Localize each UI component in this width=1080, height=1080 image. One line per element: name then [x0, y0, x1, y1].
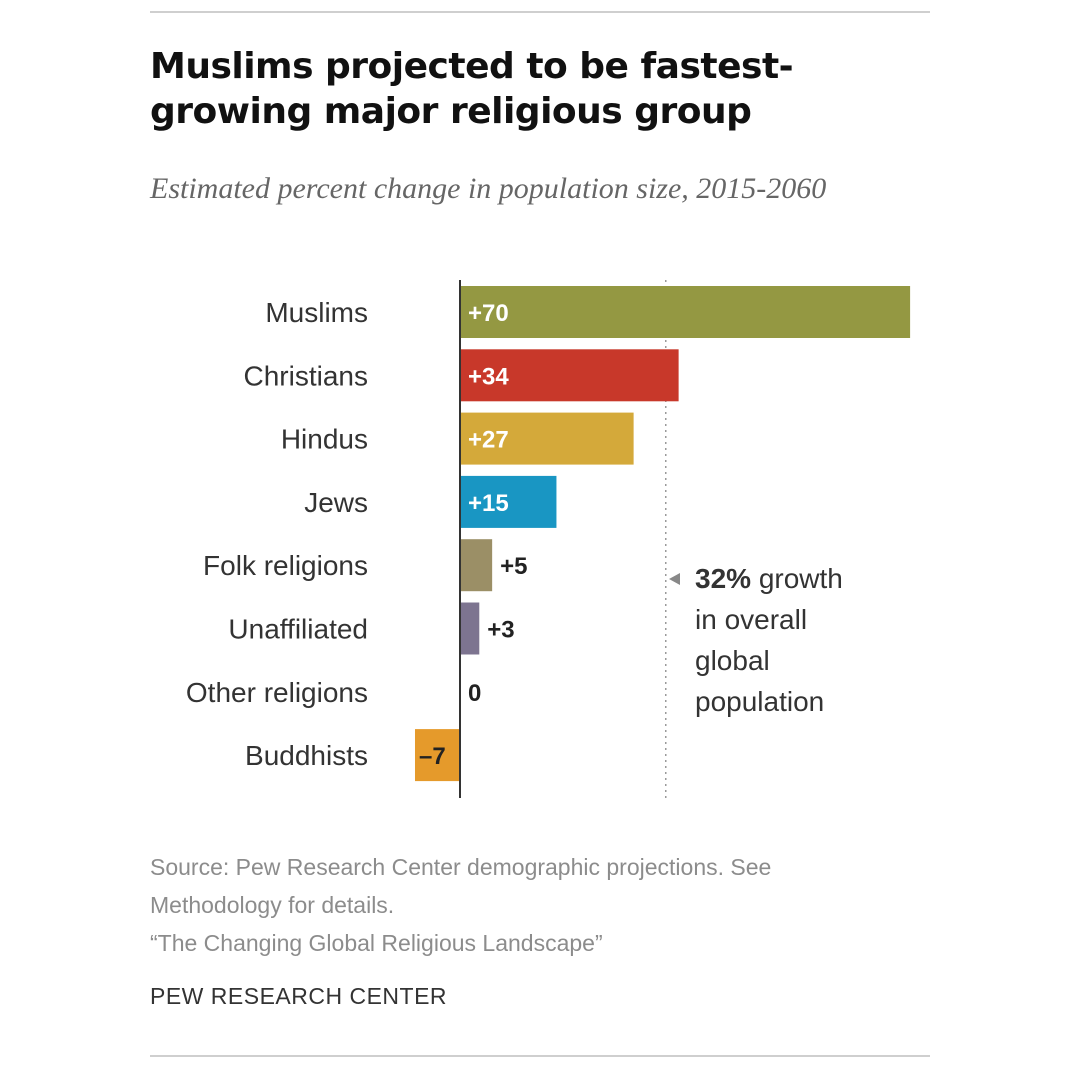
source-line-2: Methodology for details. — [150, 892, 395, 918]
category-label-folk-religions: Folk religions — [203, 550, 368, 581]
chart-subtitle: Estimated percent change in population s… — [150, 172, 827, 205]
annotation-arrow-icon — [669, 573, 680, 585]
bar-chart: Muslims +70 Christians +34 Hindus +27 Jews +15 F… — [186, 280, 911, 798]
value-label-hindus: +27 — [468, 427, 509, 454]
value-label-buddhists: –7 — [419, 743, 446, 770]
reference-annotation-line: global — [695, 645, 770, 676]
value-label-unaffiliated: +3 — [487, 617, 514, 644]
reference-annotation-line: growth — [751, 563, 843, 594]
category-label-buddhists: Buddhists — [245, 740, 368, 771]
brand-name: PEW RESEARCH CENTER — [150, 983, 448, 1009]
top-rule — [150, 11, 930, 13]
reference-annotation-bold: 32% — [695, 563, 751, 594]
reference-annotation-line: in overall — [695, 604, 807, 635]
category-label-christians: Christians — [244, 360, 368, 391]
value-label-folk-religions: +5 — [500, 553, 527, 580]
chart-title: Muslims projected to be fastest-growing … — [150, 46, 794, 132]
bar-christians — [460, 349, 679, 402]
value-label-other-religions: 0 — [468, 680, 481, 707]
value-label-christians: +34 — [468, 363, 509, 390]
reference-annotation: 32% growth in overall global population — [695, 563, 843, 717]
category-label-hindus: Hindus — [281, 424, 368, 455]
bar-muslims — [460, 286, 911, 338]
category-label-muslims: Muslims — [265, 297, 368, 328]
category-label-other-religions: Other religions — [186, 677, 368, 708]
value-label-jews: +15 — [468, 490, 509, 517]
bar-hindus — [460, 412, 634, 465]
category-label-unaffiliated: Unaffiliated — [228, 614, 368, 645]
source-note: Source: Pew Research Center demographic … — [150, 848, 930, 962]
bar-buddhists — [414, 729, 460, 782]
source-line-1: Source: Pew Research Center demographic … — [150, 854, 772, 880]
reference-annotation-line: population — [695, 686, 824, 717]
bottom-rule — [150, 1055, 930, 1057]
bar-folk-religions — [460, 539, 493, 592]
value-label-muslims: +70 — [468, 300, 509, 327]
category-label-jews: Jews — [304, 487, 368, 518]
bar-unaffiliated — [460, 602, 480, 655]
source-line-3: “The Changing Global Religious Landscape… — [150, 930, 603, 956]
bar-jews — [460, 475, 557, 528]
